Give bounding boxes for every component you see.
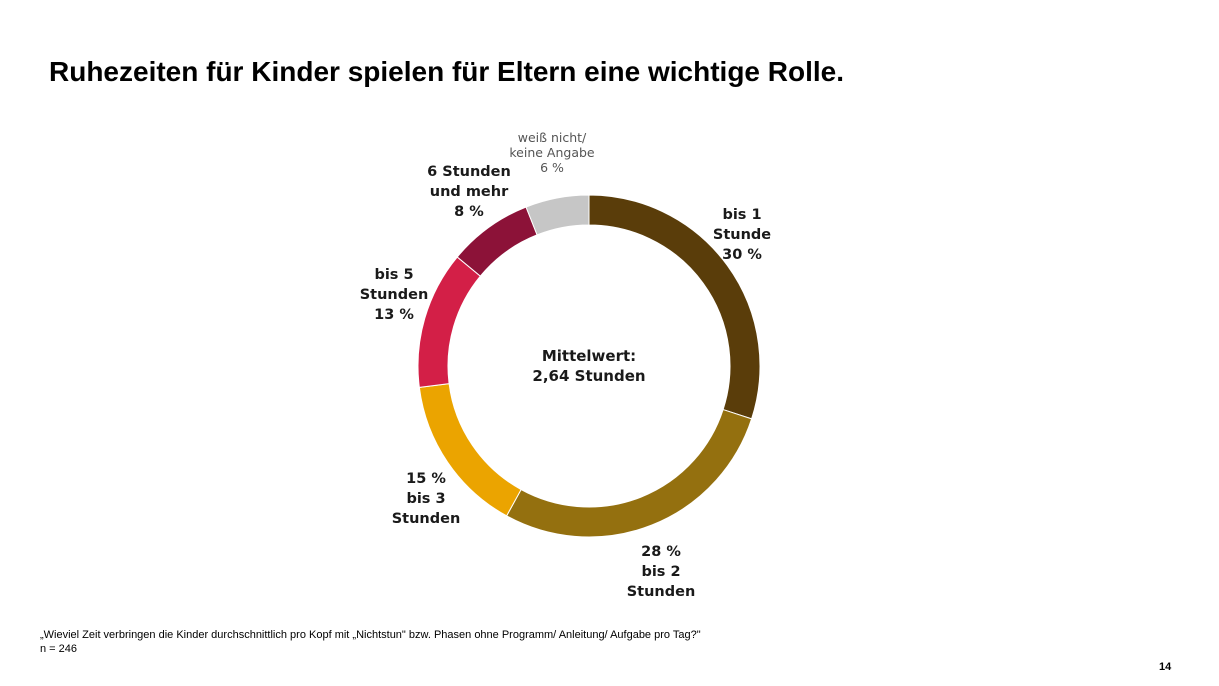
slice-label-0: bis 1 Stunde 30 % <box>713 207 771 263</box>
sample-size: n = 246 <box>40 643 78 655</box>
footer: „Wieviel Zeit verbringen die Kinder durc… <box>40 628 701 656</box>
slice-label-5: weiß nicht/keine Angabe 6 % <box>509 130 595 175</box>
donut-slice-5 <box>525 194 590 236</box>
slice-label-4: 6 Stunden und mehr 8 % <box>427 164 511 220</box>
slice-label-2: 15 % bis 3 Stunden <box>392 471 461 527</box>
center-label: Mittelwert: 2,64 Stunden <box>532 347 645 385</box>
donut-slice-1 <box>505 408 753 538</box>
page-number: 14 <box>1159 661 1172 673</box>
slice-label-1: 28 % bis 2 Stunden <box>627 544 696 600</box>
page-title: Ruhezeiten für Kinder spielen für Eltern… <box>49 56 845 87</box>
donut-slice-3 <box>417 256 482 388</box>
slice-label-3: bis 5 Stunden 13 % <box>360 267 429 323</box>
survey-question: „Wieviel Zeit verbringen die Kinder durc… <box>40 629 701 641</box>
